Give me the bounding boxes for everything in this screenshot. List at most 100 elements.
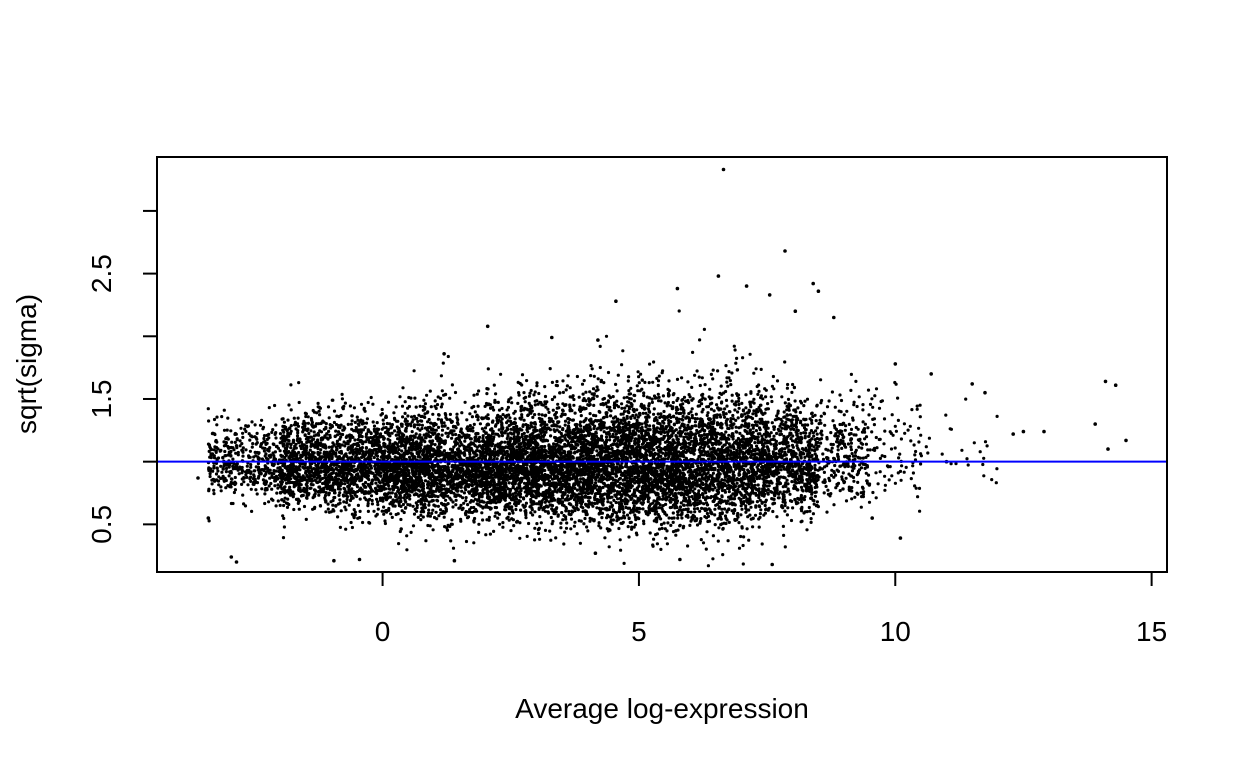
- data-point: [548, 367, 552, 371]
- data-point: [421, 452, 425, 457]
- data-point: [436, 432, 441, 436]
- data-point: [511, 492, 515, 496]
- data-point: [575, 374, 580, 379]
- data-point: [474, 493, 478, 497]
- data-point: [289, 429, 293, 433]
- data-point: [470, 474, 474, 479]
- data-point: [308, 453, 312, 457]
- data-point: [309, 482, 313, 486]
- data-point: [419, 500, 423, 504]
- data-point: [470, 493, 474, 498]
- data-point: [212, 417, 217, 422]
- data-point: [330, 445, 334, 449]
- data-point: [454, 432, 458, 437]
- data-point: [344, 441, 348, 446]
- data-point: [407, 440, 411, 444]
- data-point: [360, 463, 364, 467]
- data-point: [494, 392, 498, 396]
- data-point: [415, 503, 419, 507]
- data-point: [264, 452, 268, 456]
- data-point: [416, 515, 420, 520]
- data-point: [434, 406, 438, 410]
- data-point: [310, 420, 314, 425]
- data-point: [278, 449, 282, 453]
- data-point: [468, 412, 472, 416]
- data-point: [469, 446, 473, 450]
- data-point: [468, 500, 472, 504]
- data-point: [310, 442, 314, 446]
- data-point: [475, 475, 479, 479]
- data-point: [297, 381, 301, 385]
- data-point: [241, 469, 245, 473]
- data-point: [252, 477, 257, 482]
- data-point: [463, 439, 467, 443]
- data-point: [283, 496, 287, 500]
- data-point: [454, 471, 458, 476]
- data-point: [405, 534, 409, 538]
- data-point: [308, 464, 312, 468]
- data-point: [465, 482, 469, 486]
- data-point: [474, 481, 479, 485]
- data-point: [402, 510, 406, 515]
- data-point: [242, 480, 246, 484]
- data-point: [298, 489, 303, 493]
- data-point: [338, 450, 342, 454]
- data-point: [523, 400, 527, 404]
- data-point: [492, 468, 496, 472]
- data-point: [288, 488, 292, 492]
- data-point: [538, 515, 542, 519]
- data-point: [419, 513, 423, 517]
- data-point: [403, 486, 408, 490]
- data-point: [224, 486, 228, 490]
- data-point: [289, 408, 293, 412]
- data-point: [457, 455, 461, 459]
- data-point: [288, 471, 292, 475]
- data-point: [318, 504, 323, 508]
- data-point: [241, 435, 245, 439]
- data-point: [312, 488, 317, 492]
- data-point: [237, 472, 241, 476]
- data-point: [211, 469, 215, 473]
- data-point: [453, 390, 458, 395]
- data-point: [396, 512, 400, 516]
- data-point: [408, 489, 412, 493]
- data-point: [451, 546, 456, 550]
- data-point: [215, 423, 219, 427]
- data-point: [302, 447, 306, 452]
- data-point: [444, 507, 448, 511]
- data-point: [429, 421, 433, 425]
- data-point: [458, 484, 462, 488]
- data-point: [311, 455, 315, 459]
- data-point: [295, 434, 300, 438]
- data-point: [278, 432, 283, 436]
- data-point: [468, 452, 472, 456]
- data-point: [472, 505, 476, 510]
- data-point: [264, 470, 268, 474]
- data-point: [353, 493, 357, 497]
- data-point: [234, 444, 239, 448]
- data-point: [324, 426, 328, 430]
- data-point: [276, 486, 280, 490]
- data-point: [222, 479, 226, 483]
- data-point: [282, 430, 286, 434]
- data-point: [353, 420, 357, 424]
- data-point: [315, 457, 319, 461]
- data-point: [271, 428, 275, 432]
- data-point: [212, 488, 216, 492]
- data-point: [564, 429, 568, 433]
- data-point: [408, 497, 412, 501]
- data-point: [564, 388, 568, 392]
- data-point: [400, 449, 404, 453]
- data-point: [472, 393, 476, 397]
- data-point: [355, 456, 359, 460]
- data-point: [343, 487, 347, 491]
- data-point: [356, 429, 360, 433]
- data-point: [485, 392, 489, 396]
- data-point: [316, 438, 320, 442]
- data-point: [275, 444, 279, 448]
- data-point: [350, 427, 354, 431]
- data-point: [448, 396, 452, 400]
- data-point: [482, 500, 486, 504]
- data-point: [262, 449, 266, 453]
- data-point: [289, 446, 293, 450]
